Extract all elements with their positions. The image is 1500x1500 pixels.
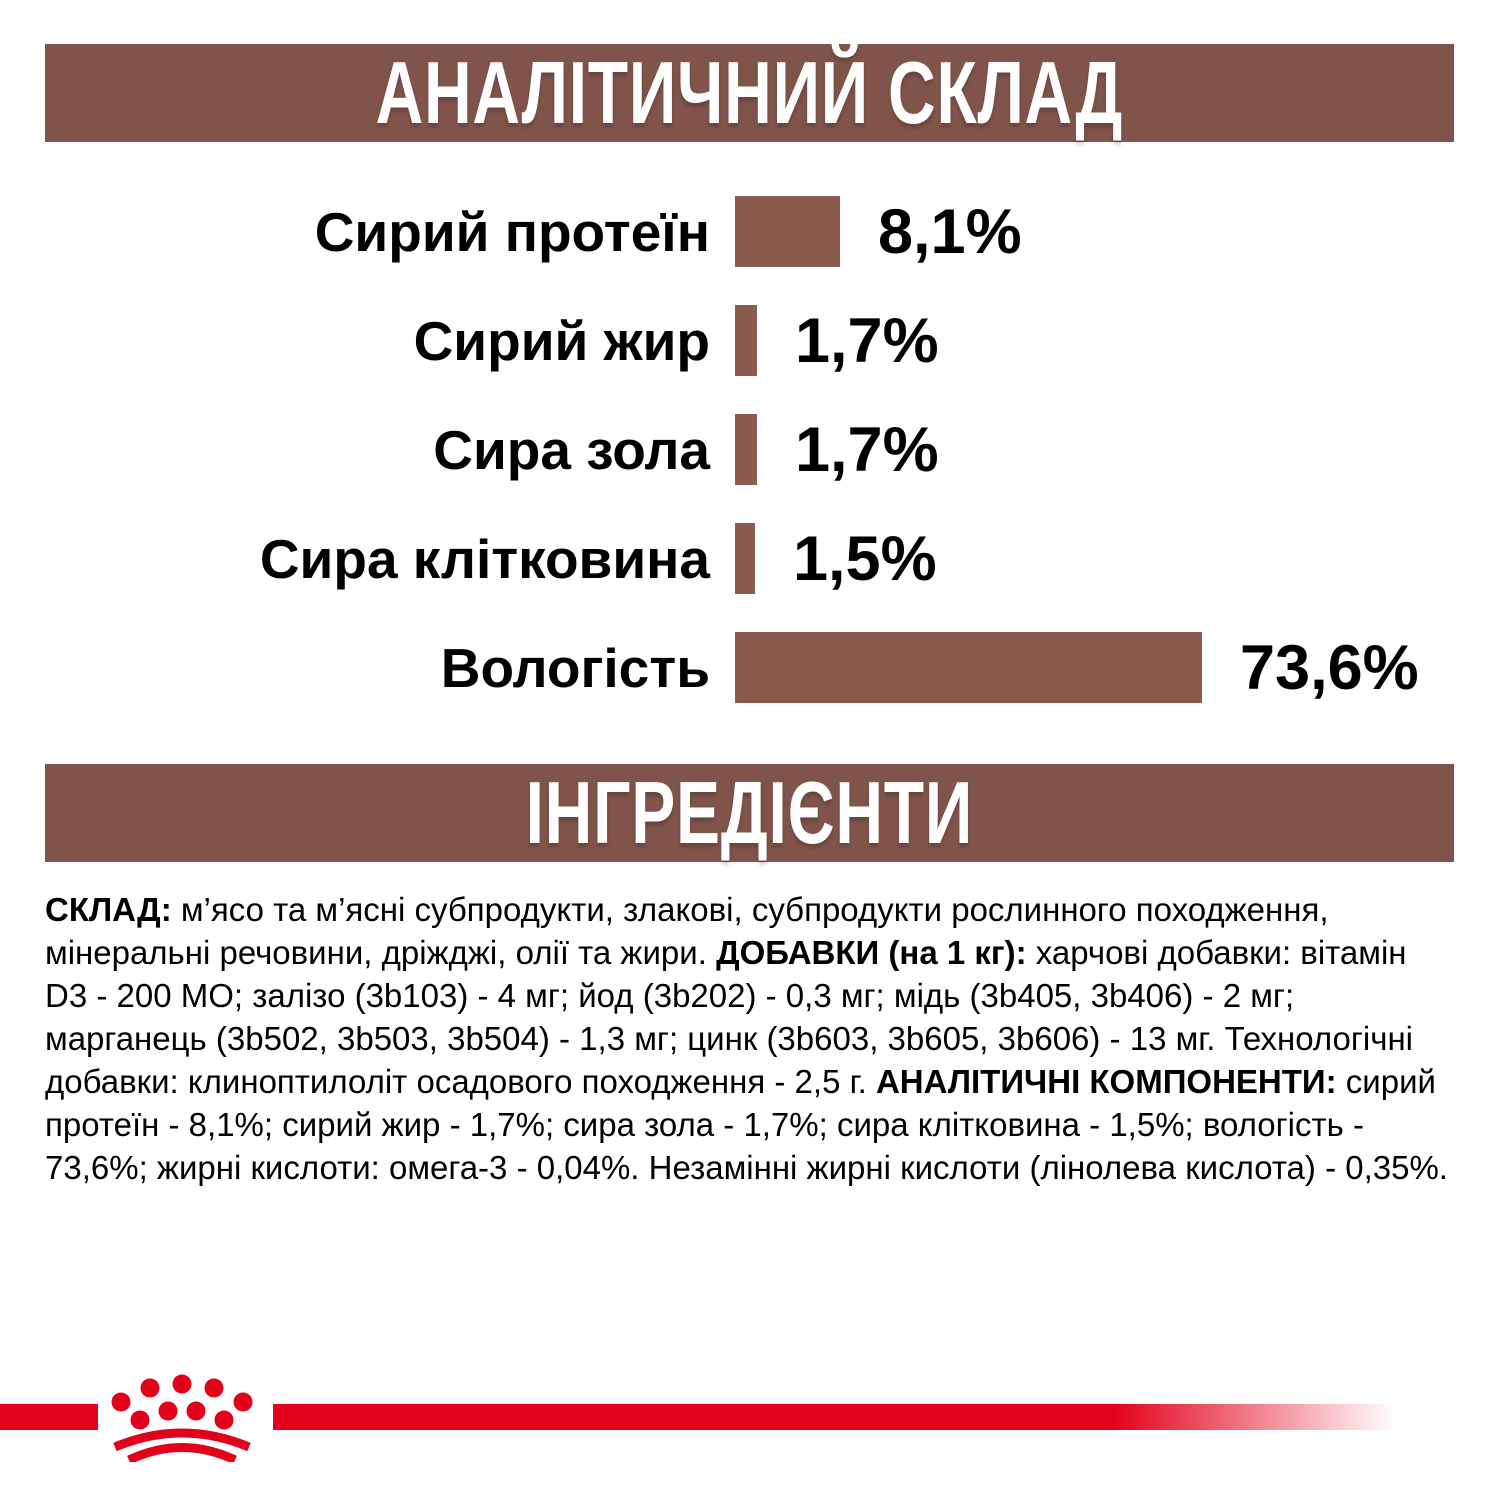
chart-row: Сира зола 1,7% xyxy=(0,414,1500,485)
chart-row-bar xyxy=(735,305,757,376)
ingredients-segment: сирий протеїн - 8,1%; сирий жир - 1,7%; … xyxy=(45,1063,1448,1186)
ingredients-segment: м’ясо та м’ясні субпродукти, злакові, су… xyxy=(45,891,1329,971)
brand-divider-line-right xyxy=(273,1404,1407,1430)
chart-row-bar xyxy=(735,414,757,485)
chart-row-bar xyxy=(735,523,755,594)
chart-row: Сирий протеїн 8,1% xyxy=(0,196,1500,267)
ingredients-banner: ІНГРЕДІЄНТИ xyxy=(45,763,1454,862)
chart-row-value: 1,5% xyxy=(793,523,937,594)
chart-row: Сирий жир 1,7% xyxy=(0,305,1500,376)
chart-row-label: Сирий жир xyxy=(413,309,710,372)
royal-canin-crown-icon xyxy=(111,1374,253,1462)
chart-row-value: 73,6% xyxy=(1240,632,1419,703)
chart-row-bar xyxy=(735,632,1202,703)
chart-row-value: 1,7% xyxy=(795,305,939,376)
ingredients-banner-title: ІНГРЕДІЄНТИ xyxy=(525,763,974,862)
ingredients-segment-bold: ДОБАВКИ (на 1 кг): xyxy=(716,934,1027,971)
ingredients-segment: харчові добавки: вітамін D3 - 200 МО; за… xyxy=(45,934,1414,1100)
analytical-banner-title: АНАЛІТИЧНИЙ СКЛАД xyxy=(375,43,1124,142)
analytical-composition-chart: Сирий протеїн 8,1% Сирий жир 1,7% Сира зола 1… xyxy=(0,196,1500,703)
chart-row-label: Вологість xyxy=(440,636,710,699)
chart-row-value: 1,7% xyxy=(795,414,939,485)
chart-row-bar xyxy=(735,196,840,267)
chart-row: Вологість 73,6% xyxy=(0,632,1500,703)
analytical-composition-banner: АНАЛІТИЧНИЙ СКЛАД xyxy=(45,43,1454,142)
chart-row: Сира клітковина 1,5% xyxy=(0,523,1500,594)
chart-row-label: Сира клітковина xyxy=(259,527,710,590)
chart-row-value: 8,1% xyxy=(878,196,1022,267)
ingredients-paragraph: СКЛАД: м’ясо та м’ясні субпродукти, злак… xyxy=(45,888,1457,1189)
ingredients-segment-bold: АНАЛІТИЧНІ КОМПОНЕНТИ: xyxy=(875,1063,1337,1100)
brand-divider-line-left xyxy=(0,1404,98,1430)
chart-row-label: Сирий протеїн xyxy=(314,200,710,263)
chart-row-label: Сира зола xyxy=(433,418,710,481)
ingredients-segment-bold: СКЛАД: xyxy=(45,891,172,928)
crown-arcs xyxy=(113,1428,251,1462)
crown-dots xyxy=(111,1374,253,1430)
